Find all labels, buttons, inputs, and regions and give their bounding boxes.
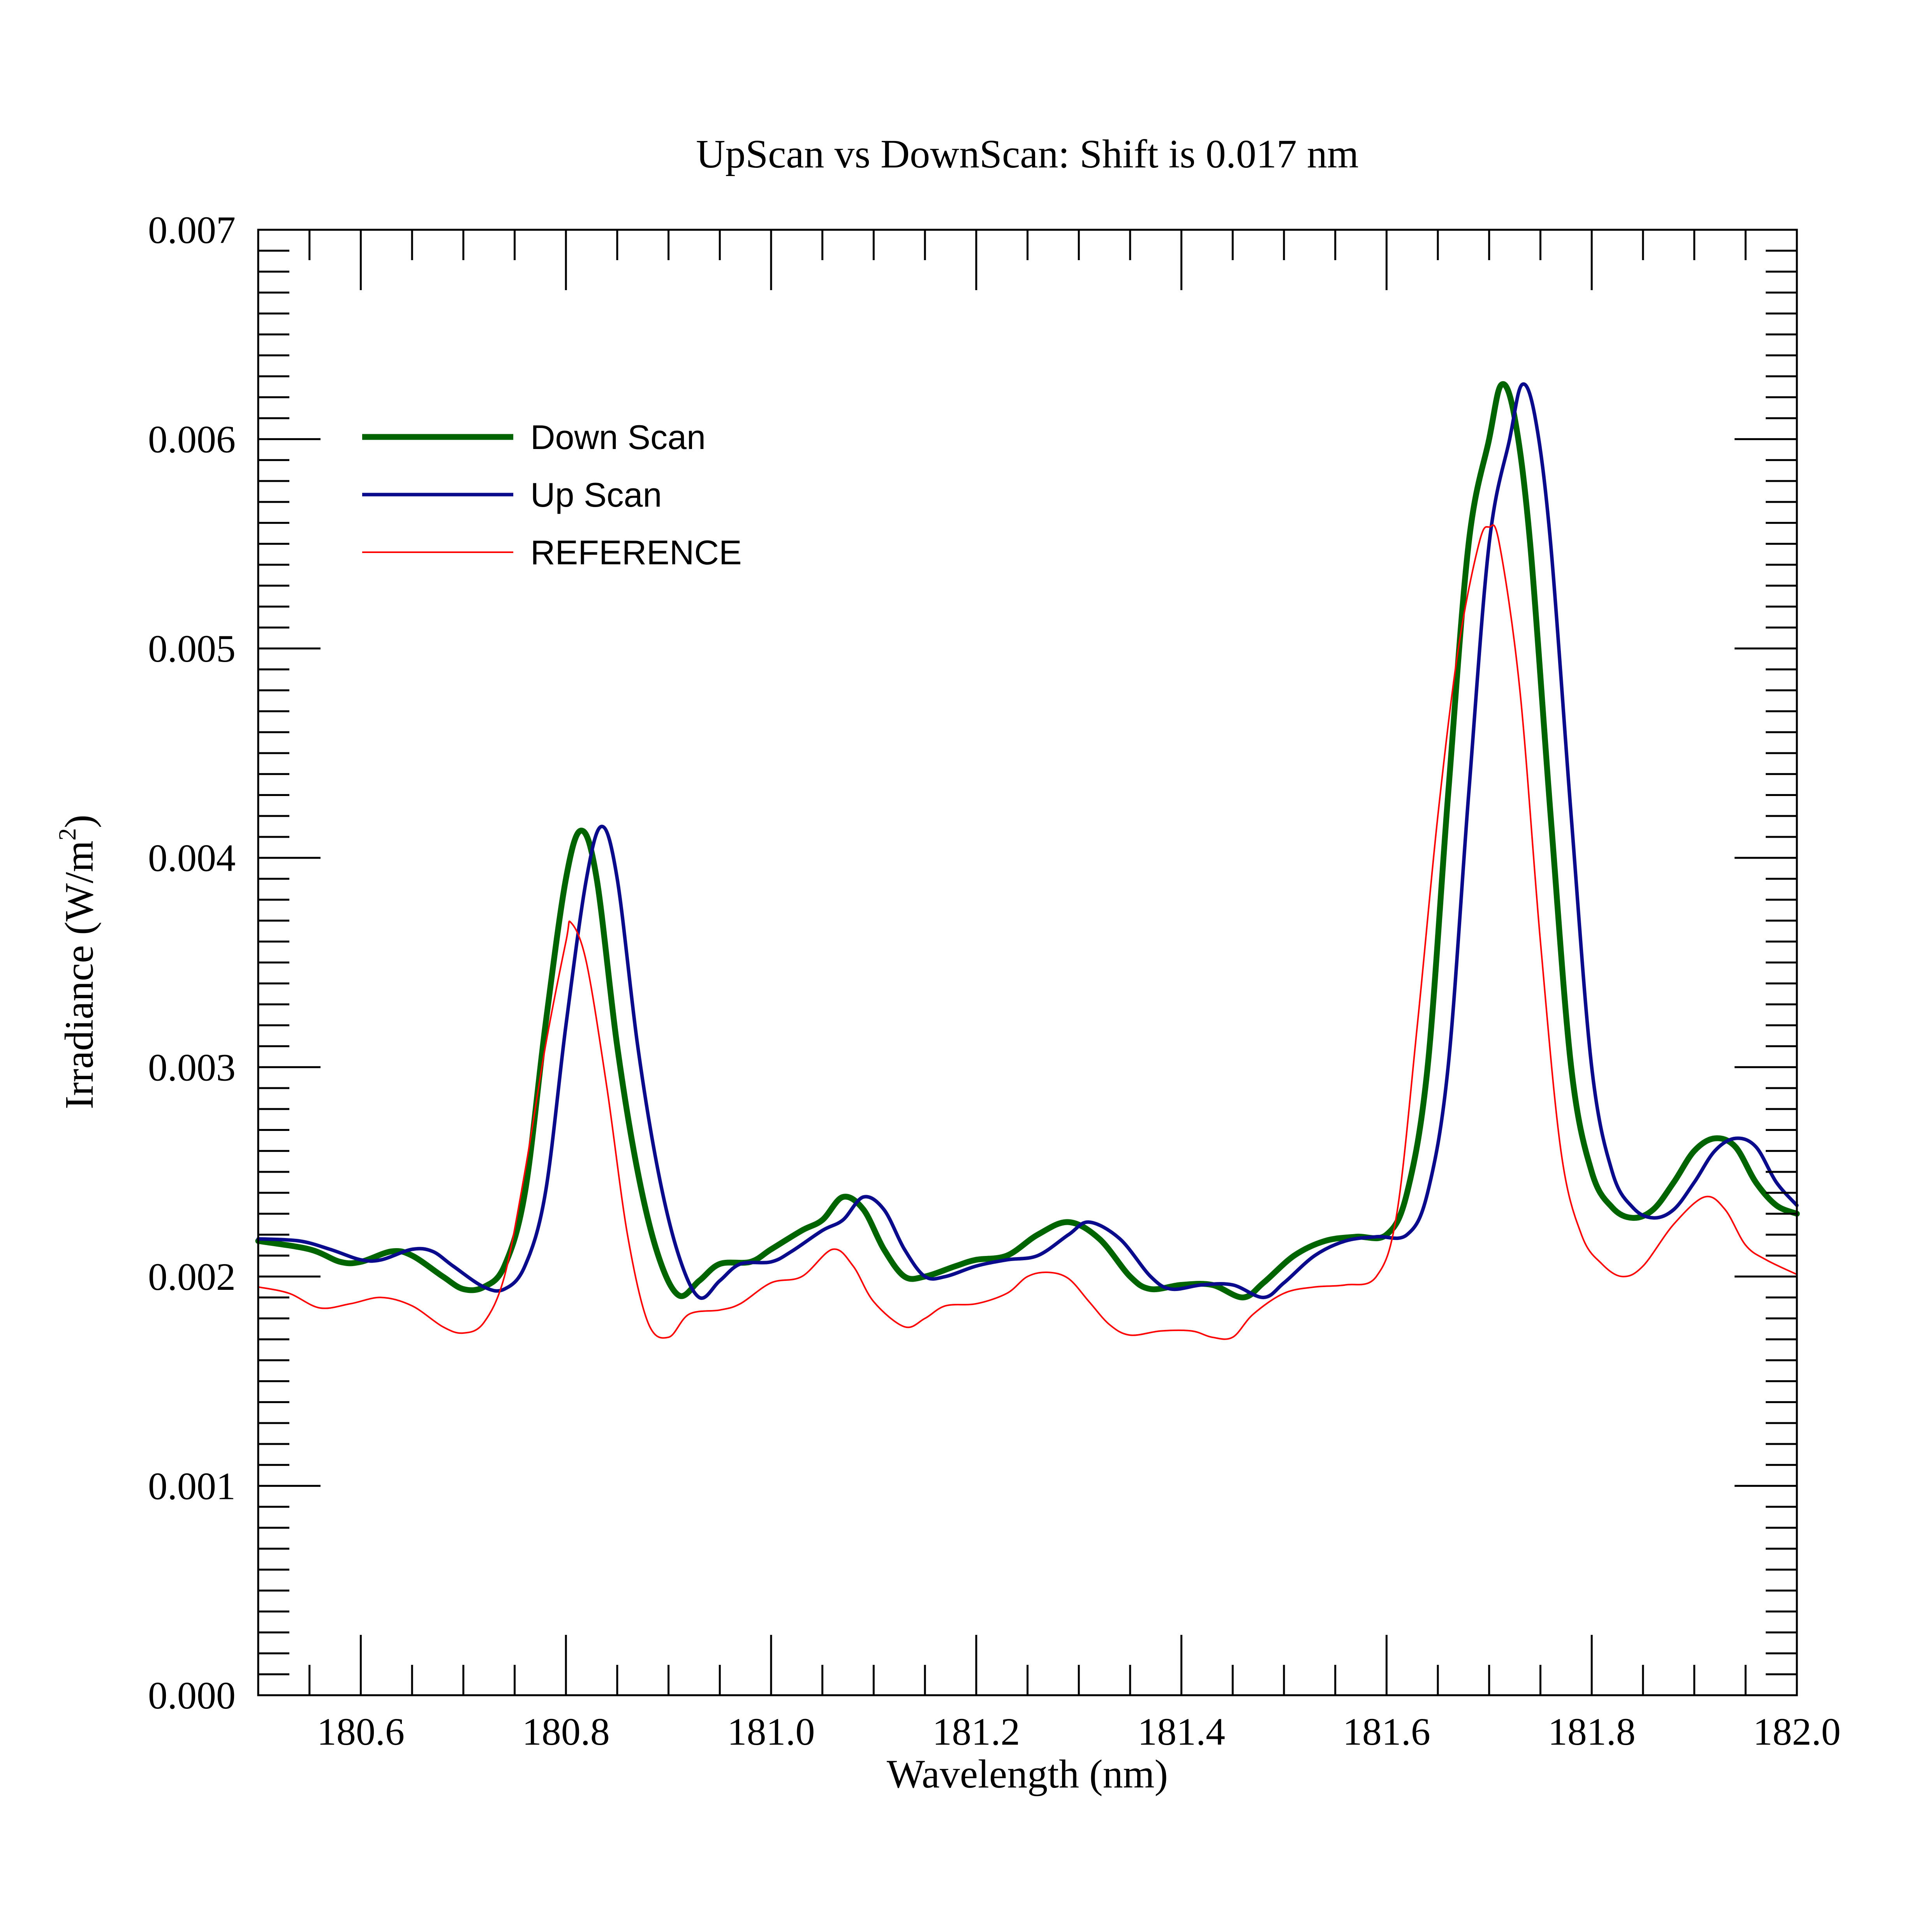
y-tick-label: 0.000 xyxy=(148,1674,236,1717)
y-tick-label: 0.002 xyxy=(148,1255,236,1298)
x-tick-label: 181.8 xyxy=(1548,1710,1636,1753)
series-line-up-scan xyxy=(256,382,1799,1300)
plot-frame xyxy=(257,229,1798,1696)
y-tick-label: 0.004 xyxy=(148,837,236,880)
legend-label-down-scan: Down Scan xyxy=(530,418,706,456)
legend-label-reference: REFERENCE xyxy=(530,533,742,572)
y-tick-label: 0.006 xyxy=(148,418,236,461)
y-axis-label-main: Irradiance (W/m xyxy=(57,840,102,1109)
series-layer xyxy=(255,381,1800,1340)
y-axis-label: Irradiance (W/m2) xyxy=(53,815,102,1110)
y-tick-labels: 0.000 0.001 0.002 0.003 0.004 0.005 0.006 0.007 xyxy=(148,208,236,1717)
series-line-down-scan xyxy=(255,381,1800,1301)
y-tick-label: 0.005 xyxy=(148,627,236,670)
x-tick-label: 180.8 xyxy=(522,1710,610,1753)
x-tick-label: 181.4 xyxy=(1138,1710,1225,1753)
x-tick-label: 182.0 xyxy=(1753,1710,1841,1753)
y-tick-label: 0.001 xyxy=(148,1464,236,1508)
series-line-reference xyxy=(257,524,1798,1340)
x-axis-label: Wavelength (nm) xyxy=(887,1752,1168,1796)
ticks-layer xyxy=(258,230,1797,1695)
chart-title: UpScan vs DownScan: Shift is 0.017 nm xyxy=(696,132,1359,176)
x-tick-label: 180.6 xyxy=(317,1710,405,1753)
y-tick-label: 0.007 xyxy=(148,208,236,252)
legend-label-up-scan: Up Scan xyxy=(530,476,662,514)
x-tick-label: 181.0 xyxy=(727,1710,815,1753)
y-tick-label: 0.003 xyxy=(148,1046,236,1089)
y-axis-label-superscript: 2 xyxy=(53,828,81,840)
y-axis-label-close: ) xyxy=(57,815,102,828)
x-tick-label: 181.6 xyxy=(1343,1710,1430,1753)
legend: Down Scan Up Scan REFERENCE xyxy=(362,418,742,572)
x-tick-labels: 180.6 180.8 181.0 181.2 181.4 181.6 181.8 182.0 xyxy=(317,1710,1841,1753)
x-tick-label: 181.2 xyxy=(932,1710,1020,1753)
